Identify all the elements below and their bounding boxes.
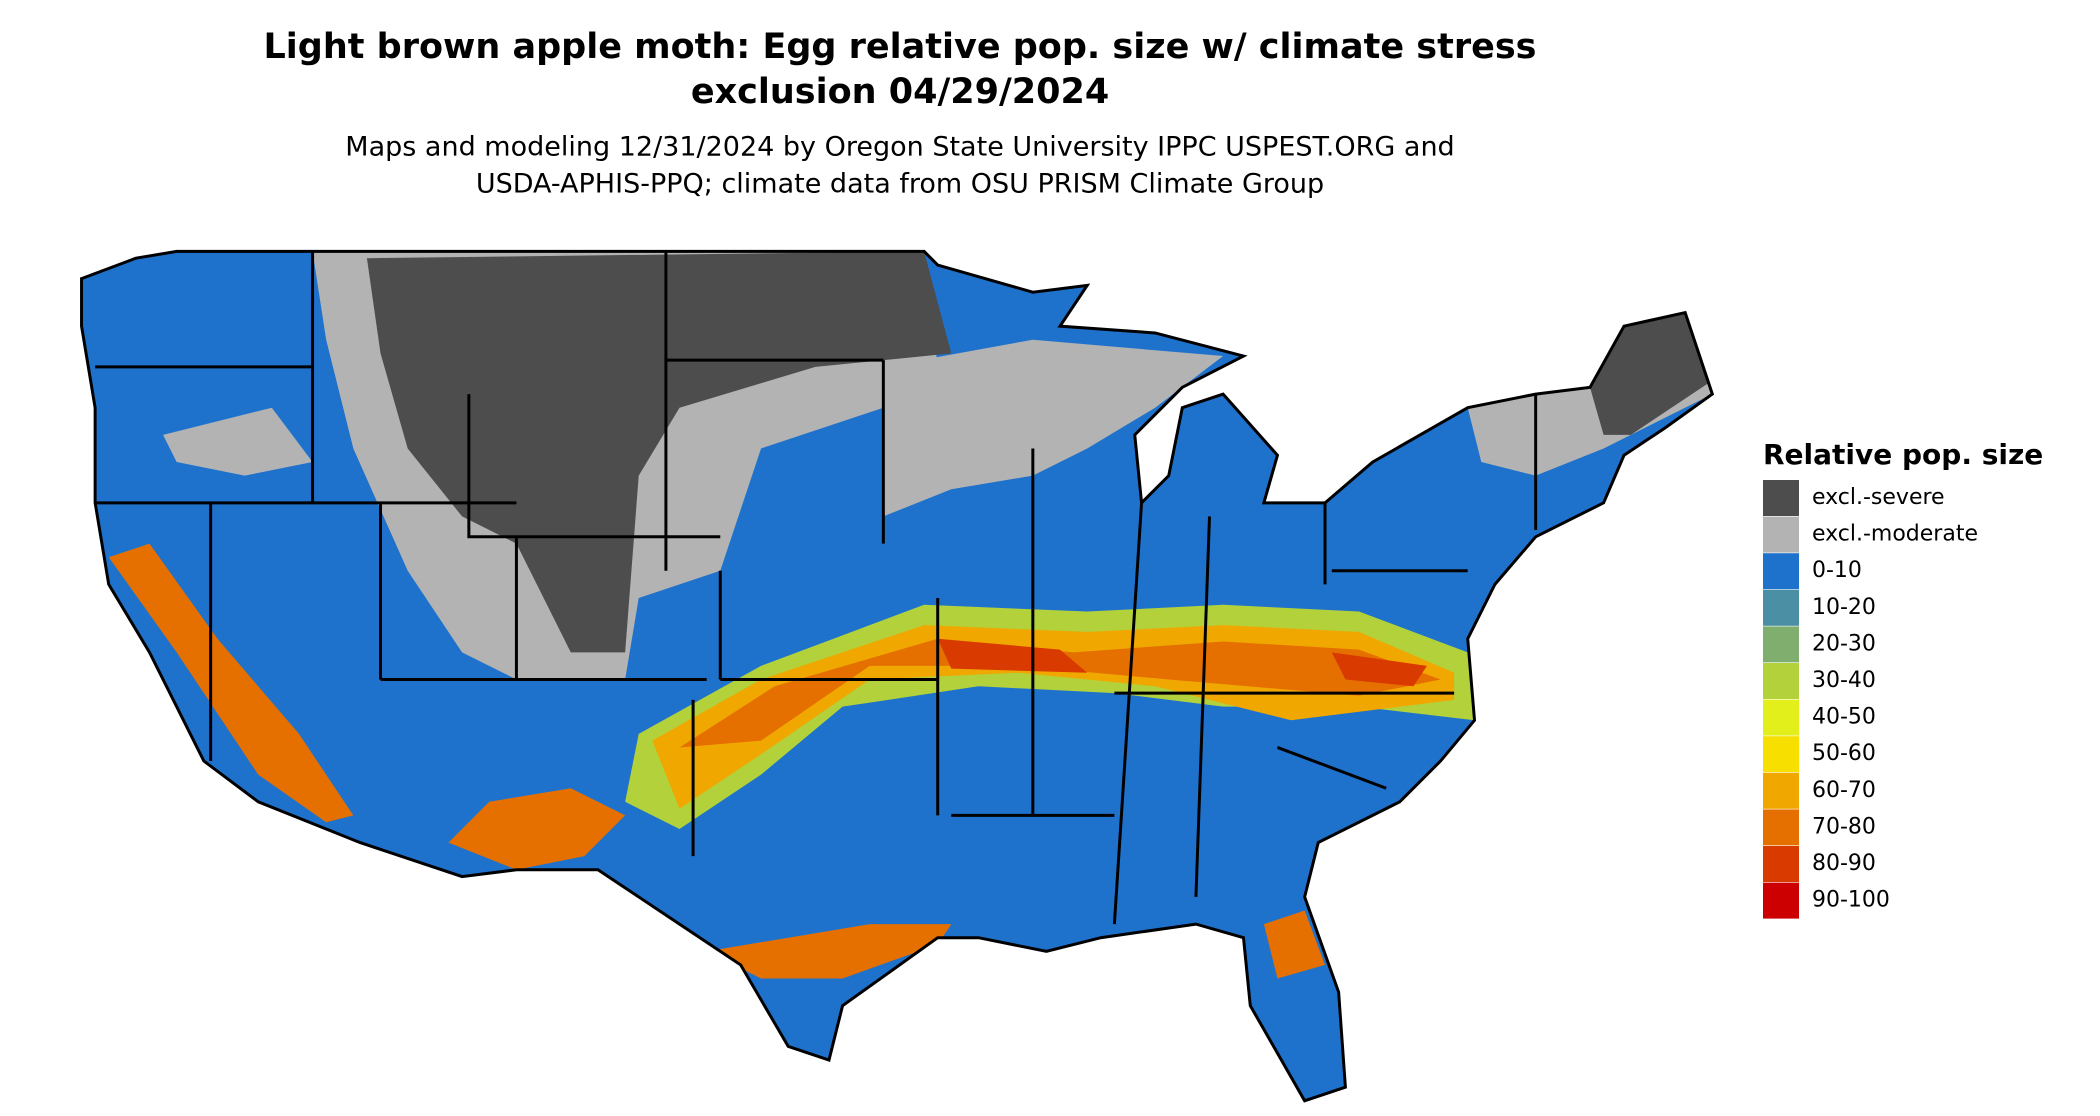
legend-label: 50-60 bbox=[1812, 741, 1876, 766]
map-fill bbox=[81, 251, 1713, 1101]
legend-swatch bbox=[1763, 589, 1799, 626]
legend-label: excl.-moderate bbox=[1812, 522, 1978, 547]
legend-label: 80-90 bbox=[1812, 851, 1876, 876]
title: exclusion 04/29/2024 bbox=[691, 72, 1109, 112]
legend-label: 30-40 bbox=[1812, 668, 1876, 693]
state-border bbox=[95, 251, 1538, 925]
subtitle: Maps and modeling 12/31/2024 by Oregon S… bbox=[345, 132, 1454, 163]
legend: excl.-severe excl.-moderate 0-10 10-20 20-30… bbox=[1763, 480, 1978, 919]
legend-title: Relative pop. size bbox=[1763, 438, 2043, 471]
map bbox=[80, 249, 1714, 1103]
legend-swatch bbox=[1763, 736, 1799, 773]
title: Light brown apple moth: Egg relative pop… bbox=[263, 27, 1536, 67]
legend-swatch bbox=[1763, 516, 1799, 553]
region-70-80 bbox=[679, 638, 1441, 748]
legend-swatch bbox=[1763, 663, 1799, 699]
legend-swatch bbox=[1763, 553, 1799, 590]
legend-label: excl.-severe bbox=[1812, 485, 1945, 510]
legend-label: 20-30 bbox=[1812, 631, 1876, 656]
region-70-80 bbox=[448, 788, 626, 870]
region-excl-severe bbox=[1590, 312, 1713, 435]
legend-label: 40-50 bbox=[1812, 705, 1876, 730]
legend-swatch bbox=[1763, 626, 1799, 663]
region-80-90 bbox=[937, 638, 1427, 687]
legend-label: 10-20 bbox=[1812, 595, 1876, 620]
legend-label: 90-100 bbox=[1812, 888, 1890, 913]
legend-swatch bbox=[1763, 699, 1799, 736]
legend-label: 60-70 bbox=[1812, 778, 1876, 803]
region-70-80 bbox=[108, 543, 354, 823]
region-excl-moderate bbox=[883, 339, 1224, 517]
legend-label: 70-80 bbox=[1812, 814, 1876, 839]
subtitle: USDA-APHIS-PPQ; climate data from OSU PR… bbox=[476, 169, 1324, 200]
region-70-80 bbox=[706, 924, 952, 979]
region-excl-severe bbox=[366, 251, 952, 653]
region-70-80 bbox=[1263, 910, 1326, 979]
region-excl-moderate bbox=[163, 407, 313, 476]
legend-label: 0-10 bbox=[1812, 558, 1862, 583]
legend-swatch bbox=[1763, 480, 1799, 516]
legend-swatch bbox=[1763, 809, 1799, 846]
legend-swatch bbox=[1763, 772, 1799, 809]
legend-swatch bbox=[1763, 882, 1799, 919]
legend-swatch bbox=[1763, 846, 1799, 882]
